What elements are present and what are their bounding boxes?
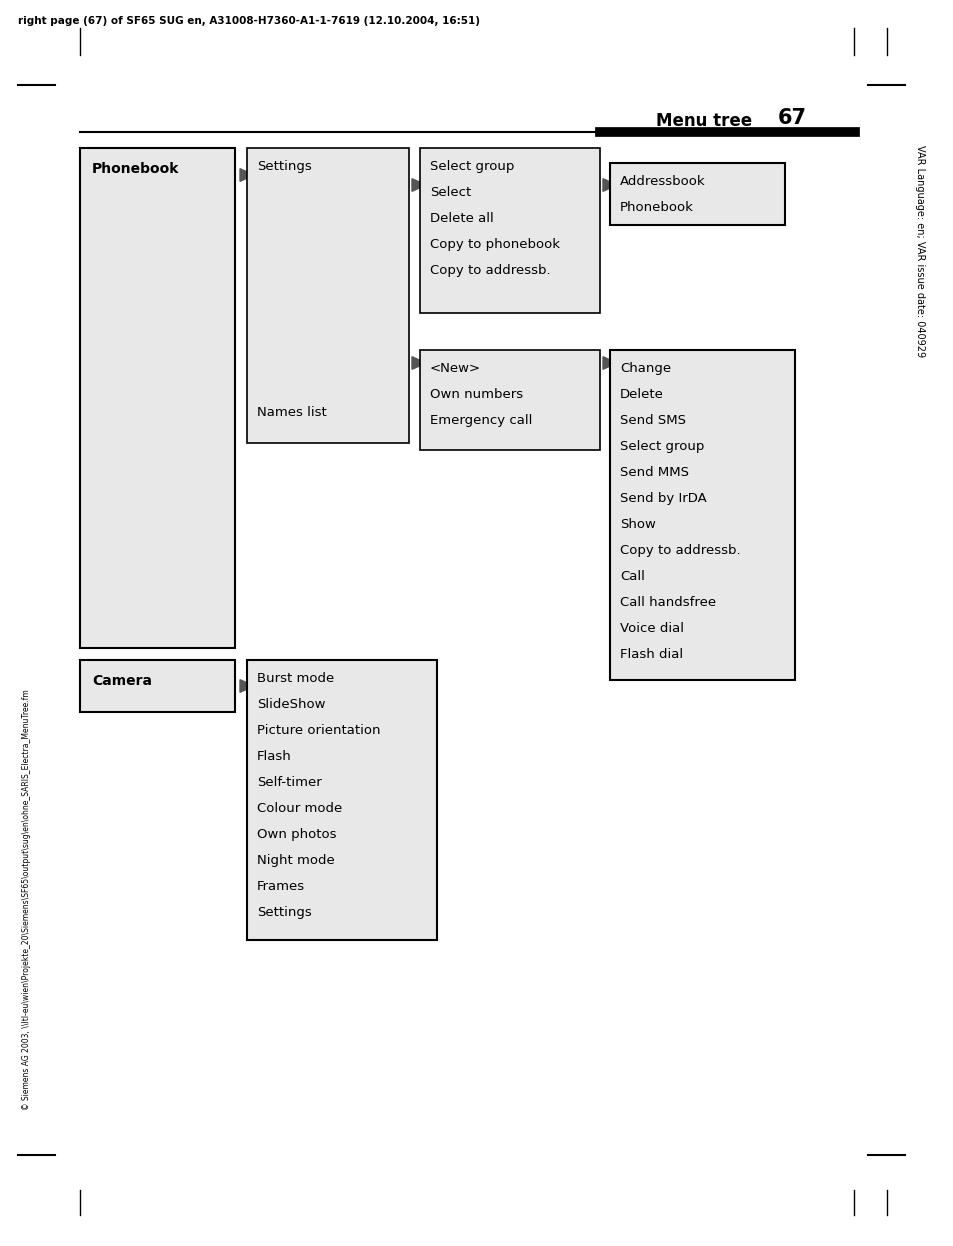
Text: Delete: Delete bbox=[619, 388, 663, 401]
Text: Change: Change bbox=[619, 363, 670, 375]
Text: Send SMS: Send SMS bbox=[619, 414, 685, 427]
Text: SlideShow: SlideShow bbox=[256, 698, 325, 711]
Text: Self-timer: Self-timer bbox=[256, 776, 321, 789]
Bar bbox=[247, 148, 409, 444]
Polygon shape bbox=[412, 356, 426, 369]
Text: Settings: Settings bbox=[256, 906, 312, 920]
Text: Voice dial: Voice dial bbox=[619, 622, 683, 635]
Bar bbox=[419, 350, 599, 450]
Text: Copy to addressb.: Copy to addressb. bbox=[619, 545, 740, 557]
Text: Addressbook: Addressbook bbox=[619, 174, 705, 188]
Polygon shape bbox=[240, 680, 253, 693]
Text: Call: Call bbox=[619, 569, 644, 583]
Text: Select group: Select group bbox=[430, 159, 514, 173]
Text: Delete all: Delete all bbox=[430, 212, 494, 226]
Text: Emergency call: Emergency call bbox=[430, 414, 532, 427]
Polygon shape bbox=[602, 178, 617, 192]
Bar bbox=[609, 350, 794, 680]
Bar bbox=[80, 148, 234, 648]
Text: Select: Select bbox=[430, 186, 471, 199]
Polygon shape bbox=[602, 356, 617, 369]
Bar bbox=[419, 148, 599, 313]
Text: Frames: Frames bbox=[256, 880, 305, 893]
Text: Names list: Names list bbox=[256, 406, 327, 419]
Text: Send MMS: Send MMS bbox=[619, 466, 688, 478]
Text: Flash dial: Flash dial bbox=[619, 648, 682, 660]
Text: Phonebook: Phonebook bbox=[91, 162, 179, 176]
Polygon shape bbox=[412, 178, 426, 192]
Text: Burst mode: Burst mode bbox=[256, 672, 334, 685]
Bar bbox=[609, 163, 784, 226]
Text: Copy to addressb.: Copy to addressb. bbox=[430, 264, 550, 277]
Text: Copy to phonebook: Copy to phonebook bbox=[430, 238, 559, 250]
Text: VAR Language: en; VAR issue date: 040929: VAR Language: en; VAR issue date: 040929 bbox=[914, 145, 924, 358]
Bar bbox=[80, 660, 234, 711]
Text: <New>: <New> bbox=[430, 363, 480, 375]
Polygon shape bbox=[240, 168, 253, 182]
Text: Own numbers: Own numbers bbox=[430, 388, 522, 401]
Text: Send by IrDA: Send by IrDA bbox=[619, 492, 706, 505]
Text: Picture orientation: Picture orientation bbox=[256, 724, 380, 736]
Text: right page (67) of SF65 SUG en, A31008-H7360-A1-1-7619 (12.10.2004, 16:51): right page (67) of SF65 SUG en, A31008-H… bbox=[18, 16, 479, 26]
Text: Menu tree: Menu tree bbox=[656, 112, 751, 130]
Text: Night mode: Night mode bbox=[256, 854, 335, 867]
Text: © Siemens AG 2003, \\ltl-eu\wien\Projekte_20\Siemens\SF65\output\sug\en\ohne_SAR: © Siemens AG 2003, \\ltl-eu\wien\Projekt… bbox=[22, 689, 30, 1110]
Bar bbox=[247, 660, 436, 939]
Text: Colour mode: Colour mode bbox=[256, 802, 342, 815]
Text: Phonebook: Phonebook bbox=[619, 201, 693, 214]
Text: Show: Show bbox=[619, 518, 655, 531]
Text: Camera: Camera bbox=[91, 674, 152, 688]
Text: Flash: Flash bbox=[256, 750, 292, 763]
Text: Own photos: Own photos bbox=[256, 829, 336, 841]
Text: Call handsfree: Call handsfree bbox=[619, 596, 716, 609]
Text: Select group: Select group bbox=[619, 440, 703, 454]
Text: Settings: Settings bbox=[256, 159, 312, 173]
Text: 67: 67 bbox=[778, 108, 806, 128]
